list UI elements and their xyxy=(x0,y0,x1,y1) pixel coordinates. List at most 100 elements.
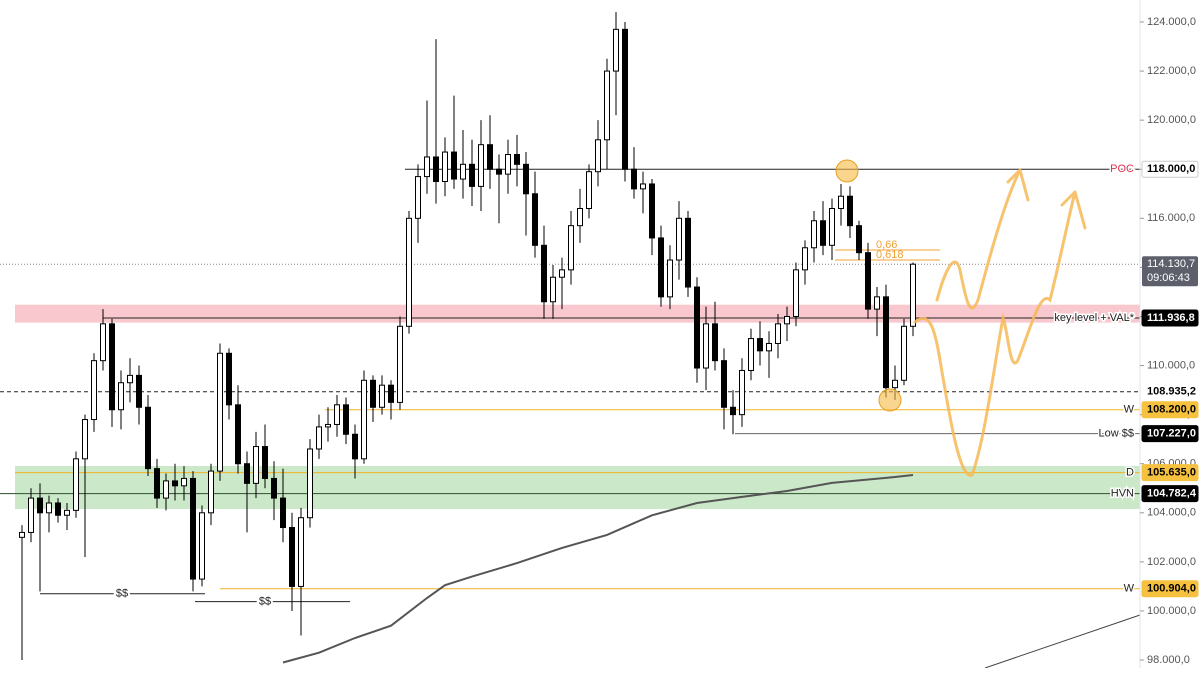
y-tick-label: 122.000,0 xyxy=(1147,65,1196,77)
candle-body xyxy=(361,379,367,460)
candle-body xyxy=(244,463,250,484)
candle-body xyxy=(487,144,493,170)
candle-body xyxy=(298,517,304,587)
candle-body xyxy=(370,379,376,408)
price-tag xyxy=(1141,401,1199,419)
candle-body xyxy=(82,419,88,460)
candle-body xyxy=(856,225,862,254)
candle-body xyxy=(847,195,853,227)
y-tick-label: 102.000,0 xyxy=(1147,556,1196,568)
candle-body xyxy=(163,480,169,499)
y-tick-label: 110.000,0 xyxy=(1147,359,1195,371)
level-label: W xyxy=(1124,404,1135,416)
candle-body xyxy=(190,477,196,580)
candle-body xyxy=(577,207,583,227)
price-tag-label: 104.782,4 xyxy=(1147,488,1197,500)
candle-body xyxy=(352,433,358,460)
candle-body xyxy=(55,502,61,516)
y-tick-label: 116.000,0 xyxy=(1147,212,1195,224)
candle-body xyxy=(253,446,259,484)
price-tag-label: 108.200,0 xyxy=(1147,404,1196,416)
price-tag xyxy=(1142,383,1198,400)
price-tag xyxy=(1141,464,1199,482)
level-label: D xyxy=(1126,467,1134,479)
candle-body xyxy=(829,207,835,246)
candle-body xyxy=(685,217,691,288)
candle-body xyxy=(793,269,799,317)
candle-body xyxy=(424,156,430,178)
candle-body xyxy=(613,28,619,72)
price-tag-label: 108.935,2 xyxy=(1147,386,1196,398)
y-tick-label: 98.000,0 xyxy=(1147,654,1190,666)
candle-body xyxy=(316,426,322,450)
candle-body xyxy=(541,244,547,303)
candle-body xyxy=(667,259,673,298)
candle-body xyxy=(865,252,871,310)
candle-body xyxy=(595,139,601,173)
drawings xyxy=(835,159,1141,669)
price-tag xyxy=(1141,580,1199,598)
candle-body xyxy=(811,220,817,249)
candle-body xyxy=(874,296,880,310)
candle-body xyxy=(802,247,808,271)
candle-body xyxy=(640,183,646,190)
candle-body xyxy=(379,384,385,408)
candle-body xyxy=(649,183,655,239)
price-tag-label: 111.936,8 xyxy=(1147,312,1195,324)
candle-body xyxy=(388,384,394,403)
candle-body xyxy=(703,323,709,369)
projection-arrow xyxy=(935,168,1030,310)
price-tag xyxy=(1142,256,1198,287)
candle-body xyxy=(550,276,556,303)
candle-body xyxy=(181,477,187,487)
candle-body xyxy=(910,263,916,327)
candle-body xyxy=(658,237,664,298)
candle-body xyxy=(28,497,34,533)
candle-body xyxy=(451,151,457,180)
candle-body xyxy=(505,154,511,175)
price-tag-label: 105.635,0 xyxy=(1147,467,1196,479)
candle-body xyxy=(604,70,610,141)
candle-body xyxy=(64,509,70,516)
candle-body xyxy=(217,352,223,472)
candle-body xyxy=(712,323,718,362)
liquidity-label: $$ xyxy=(116,588,128,600)
candle-body xyxy=(118,382,124,411)
candle-body xyxy=(91,360,97,421)
level-label: Low $$ xyxy=(1099,428,1134,440)
candle-body xyxy=(199,512,205,580)
price-tag-label: 100.904,0 xyxy=(1147,583,1196,595)
y-tick-label: 104.000,0 xyxy=(1147,507,1196,519)
candle-body xyxy=(109,323,115,411)
price-tag-label: 107.227,0 xyxy=(1147,428,1196,440)
y-tick-label: 120.000,0 xyxy=(1147,114,1196,126)
candle-body xyxy=(532,193,538,246)
candle-body xyxy=(775,323,781,344)
candle-body xyxy=(271,477,277,499)
candle-body xyxy=(739,369,745,416)
candle-body xyxy=(397,325,403,403)
candle-body xyxy=(559,269,565,278)
candle-body xyxy=(37,497,43,514)
candle-body xyxy=(721,360,727,408)
candle-body xyxy=(694,286,700,369)
candle-body xyxy=(622,28,628,170)
candle-body xyxy=(901,325,907,381)
price-tag xyxy=(1141,425,1199,443)
trend-line xyxy=(984,614,1141,669)
candle-body xyxy=(757,338,763,352)
candle-body xyxy=(19,531,25,538)
candle-body xyxy=(154,468,160,499)
candle-body xyxy=(145,406,151,470)
price-tag xyxy=(1141,309,1199,327)
candle-body xyxy=(838,195,844,209)
highlight-circle xyxy=(835,159,859,183)
candle-body xyxy=(820,220,826,246)
price-tag-label: 118.000,0 xyxy=(1147,163,1195,175)
candle-body xyxy=(442,151,448,183)
candle-body xyxy=(334,404,340,425)
level-label: key level + VAL* xyxy=(1054,312,1134,324)
candle-body xyxy=(586,171,592,209)
candle-body xyxy=(415,176,421,219)
